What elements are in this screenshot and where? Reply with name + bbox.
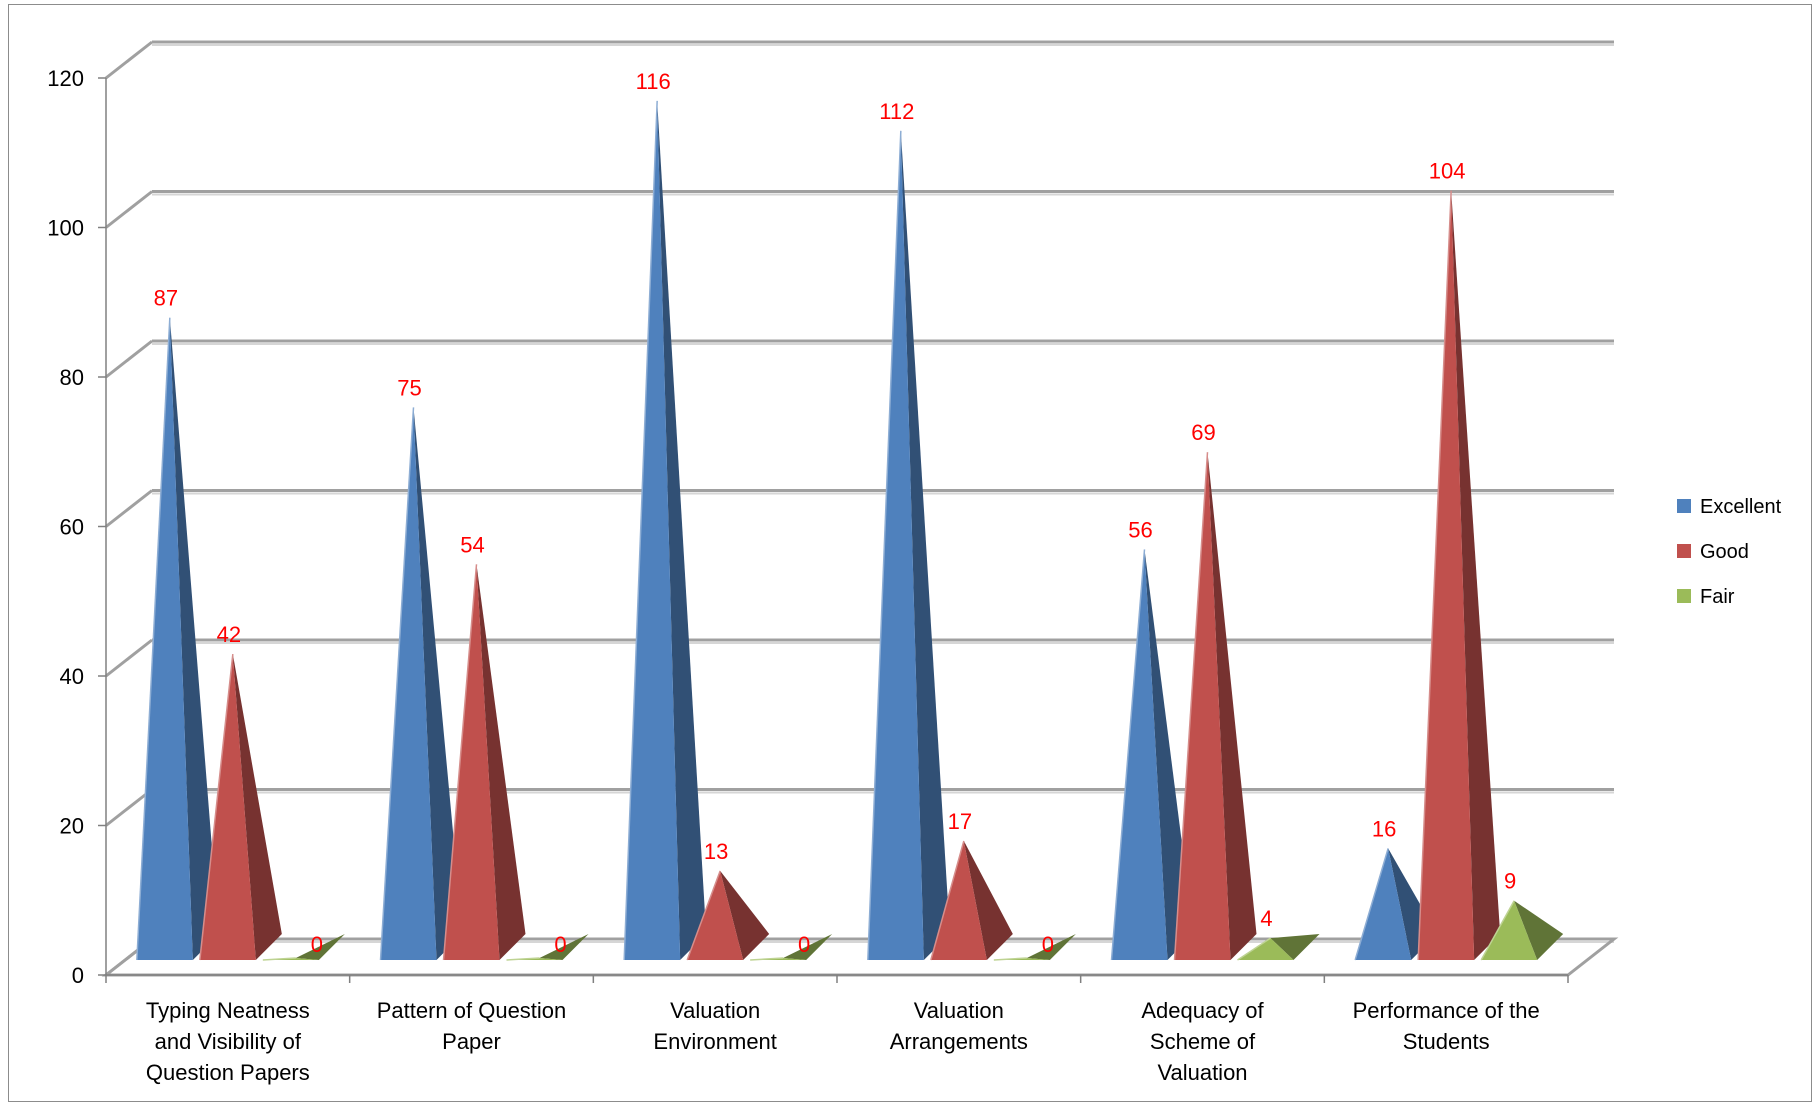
- legend-label: Excellent: [1700, 496, 1782, 518]
- y-tick-label: 100: [47, 216, 84, 241]
- gridline-60: [105, 489, 1614, 528]
- bars-layer: [136, 100, 1564, 961]
- gridline-100: [105, 190, 1614, 229]
- data-label: 54: [460, 532, 484, 557]
- data-label: 75: [397, 375, 421, 400]
- data-label: 0: [554, 932, 566, 957]
- bar-good-5: [1417, 190, 1501, 961]
- x-category-label: Adequacy of Scheme of Valuation: [1141, 998, 1264, 1085]
- data-label: 104: [1429, 159, 1466, 184]
- x-category-label: Valuation Arrangements: [890, 998, 1028, 1054]
- gridline-80: [105, 339, 1614, 379]
- bar-good-4: [1173, 452, 1257, 961]
- x-category-label: Valuation Environment: [653, 998, 777, 1054]
- y-tick-label: 80: [60, 365, 84, 390]
- x-category-label: Performance of the Students: [1353, 998, 1540, 1054]
- bar-good-1: [442, 564, 526, 961]
- legend-swatch: [1677, 589, 1691, 603]
- labels-layer: Typing Neatness and Visibility of Question…: [146, 69, 1540, 1085]
- data-label: 4: [1260, 906, 1272, 931]
- data-label: 9: [1504, 869, 1516, 894]
- legend-swatch: [1677, 544, 1691, 558]
- data-label: 0: [311, 932, 323, 957]
- gridline-120: [105, 40, 1614, 80]
- x-category-label: Typing Neatness and Visibility of Question…: [146, 998, 310, 1085]
- y-tick-label: 0: [72, 963, 84, 988]
- legend-item-fair: Fair: [1677, 586, 1735, 608]
- bar-excellent-2: [623, 100, 707, 961]
- data-label: 0: [798, 932, 810, 957]
- y-tick-label: 120: [47, 66, 84, 91]
- bar-good-0: [199, 653, 282, 961]
- data-label: 56: [1128, 517, 1152, 542]
- legend-item-good: Good: [1677, 541, 1749, 563]
- bar-fair-0: [262, 934, 345, 961]
- bar-good-3: [930, 840, 1013, 961]
- gridline-40: [105, 638, 1614, 678]
- bar-fair-1: [506, 934, 589, 961]
- data-label: 116: [636, 69, 671, 94]
- bar-fair-5: [1480, 900, 1564, 961]
- x-category-label: Pattern of Question Paper: [377, 998, 567, 1054]
- data-label: 17: [948, 809, 972, 834]
- bar-excellent-0: [136, 317, 219, 961]
- data-label: 69: [1191, 420, 1215, 445]
- y-tick-label: 40: [60, 664, 84, 689]
- y-tick-label: 20: [60, 814, 84, 839]
- legend: Excellent Good Fair: [1677, 496, 1782, 608]
- y-tick-label: 60: [60, 515, 84, 540]
- data-label: 13: [704, 839, 728, 864]
- legend-label: Fair: [1700, 586, 1735, 608]
- bar-fair-4: [1237, 934, 1320, 961]
- legend-label: Good: [1700, 541, 1749, 563]
- bar-good-2: [686, 870, 770, 961]
- data-label: 87: [154, 286, 178, 311]
- bar-excellent-1: [379, 407, 463, 961]
- bar-fair-3: [993, 934, 1076, 961]
- data-label: 112: [879, 99, 914, 124]
- bar-fair-2: [750, 934, 833, 961]
- data-label: 0: [1042, 932, 1054, 957]
- legend-item-excellent: Excellent: [1677, 496, 1782, 518]
- bar-excellent-3: [867, 130, 950, 961]
- data-label: 16: [1372, 816, 1396, 841]
- data-label: 42: [217, 622, 241, 647]
- legend-swatch: [1677, 499, 1691, 513]
